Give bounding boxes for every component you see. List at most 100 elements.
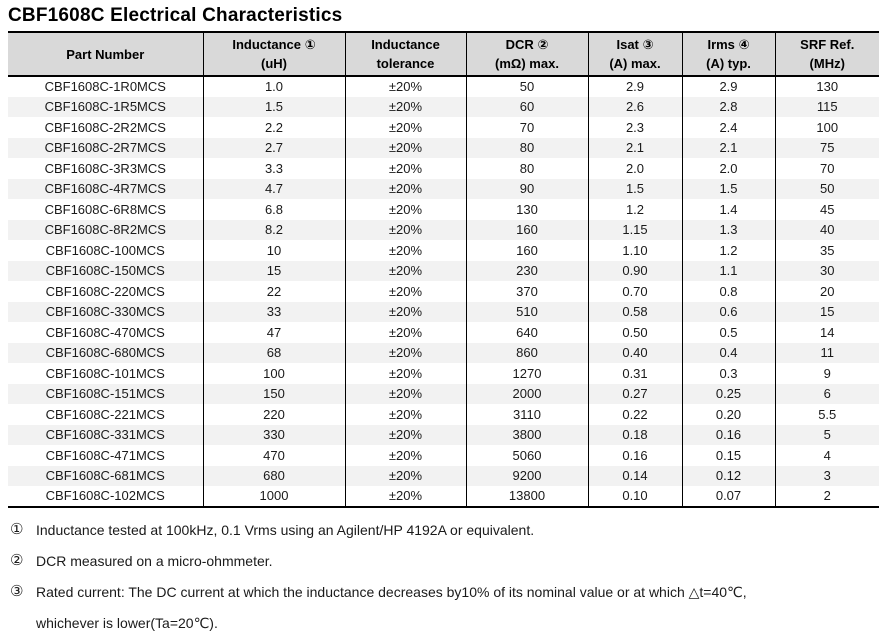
irms-cell: 1.4 (681, 199, 775, 220)
srf-cell: 115 (774, 96, 879, 117)
inductance-cell: 10 (202, 240, 345, 261)
irms-cell: 0.6 (681, 301, 775, 322)
srf-cell: 70 (774, 158, 879, 179)
tolerance-cell: ±20% (344, 240, 466, 261)
inductance-cell: 47 (202, 322, 345, 343)
table-body: CBF1608C-1R0MCS 1.0 ±20% 50 2.9 2.9 130 CBF1608… (8, 76, 879, 507)
dcr-cell: 9200 (465, 465, 588, 486)
irms-cell: 2.8 (681, 96, 775, 117)
srf-cell: 5.5 (774, 404, 879, 425)
srf-cell: 75 (774, 137, 879, 158)
part-number-cell: CBF1608C-331MCS (45, 427, 165, 443)
dcr-cell: 70 (465, 117, 588, 138)
srf-cell: 4 (774, 445, 879, 466)
irms-cell: 0.25 (681, 383, 775, 404)
part-number-cell: CBF1608C-102MCS (45, 488, 165, 504)
footnote-2-text: DCR measured on a micro-ohmmeter. (36, 552, 273, 569)
dcr-cell: 860 (465, 342, 588, 363)
dcr-cell: 80 (465, 158, 588, 179)
column-header-inductance: Inductance ① (uH) (202, 32, 345, 77)
tolerance-cell: ±20% (344, 158, 466, 179)
srf-cell: 40 (774, 219, 879, 240)
dcr-cell: 13800 (465, 486, 588, 507)
footnote-1: ① Inductance tested at 100kHz, 0.1 Vrms … (10, 521, 887, 539)
srf-cell: 45 (774, 199, 879, 220)
header-row: Part Number Inductance ① (uH) Inductance tol… (8, 32, 879, 77)
tolerance-cell: ±20% (344, 281, 466, 302)
part-number-cell: CBF1608C-6R8MCS (44, 201, 166, 217)
tolerance-cell: ±20% (344, 322, 466, 343)
table-row: CBF1608C-471MCS 470 ±20% 5060 0.16 0.15 4 (8, 445, 879, 466)
column-header-srf: SRF Ref. (MHz) (774, 32, 879, 77)
dcr-cell: 90 (465, 178, 588, 199)
irms-cell: 0.20 (681, 404, 775, 425)
dcr-cell: 230 (465, 260, 588, 281)
inductance-cell: 2.2 (202, 117, 345, 138)
inductance-cell: 33 (202, 301, 345, 322)
table-row: CBF1608C-220MCS 22 ±20% 370 0.70 0.8 20 (8, 281, 879, 302)
srf-cell: 9 (774, 363, 879, 384)
part-number-cell: CBF1608C-680MCS (45, 345, 165, 361)
srf-cell: 14 (774, 322, 879, 343)
table-row: CBF1608C-3R3MCS 3.3 ±20% 80 2.0 2.0 70 (8, 158, 879, 179)
isat-cell: 0.40 (587, 342, 682, 363)
dcr-cell: 510 (465, 301, 588, 322)
irms-cell: 0.12 (681, 465, 775, 486)
column-header-irms: Irms ④ (A) typ. (681, 32, 775, 77)
inductance-cell: 8.2 (202, 219, 345, 240)
inductance-cell: 15 (202, 260, 345, 281)
dcr-cell: 3800 (465, 424, 588, 445)
isat-cell: 1.2 (587, 199, 682, 220)
dcr-cell: 370 (465, 281, 588, 302)
part-number-cell: CBF1608C-8R2MCS (44, 222, 166, 238)
part-number-cell: CBF1608C-471MCS (45, 447, 165, 463)
srf-cell: 2 (774, 486, 879, 507)
irms-cell: 2.4 (681, 117, 775, 138)
part-number-cell: CBF1608C-2R7MCS (44, 140, 166, 156)
isat-cell: 0.14 (587, 465, 682, 486)
circled-2-marker: ② (10, 551, 24, 569)
tolerance-cell: ±20% (344, 199, 466, 220)
tolerance-cell: ±20% (344, 117, 466, 138)
isat-cell: 2.9 (587, 76, 682, 97)
tolerance-cell: ±20% (344, 219, 466, 240)
part-number-cell: CBF1608C-4R7MCS (44, 181, 166, 197)
table-row: CBF1608C-150MCS 15 ±20% 230 0.90 1.1 30 (8, 260, 879, 281)
footnote-1-text: Inductance tested at 100kHz, 0.1 Vrms us… (36, 521, 535, 538)
table-row: CBF1608C-8R2MCS 8.2 ±20% 160 1.15 1.3 40 (8, 219, 879, 240)
inductance-cell: 22 (202, 281, 345, 302)
dcr-cell: 130 (465, 199, 588, 220)
tolerance-cell: ±20% (344, 363, 466, 384)
isat-cell: 2.1 (587, 137, 682, 158)
irms-cell: 0.4 (681, 342, 775, 363)
irms-cell: 0.15 (681, 445, 775, 466)
isat-cell: 0.10 (587, 486, 682, 507)
irms-cell: 0.07 (681, 486, 775, 507)
tolerance-cell: ±20% (344, 342, 466, 363)
table-row: CBF1608C-100MCS 10 ±20% 160 1.10 1.2 35 (8, 240, 879, 261)
inductance-cell: 470 (202, 445, 345, 466)
irms-cell: 1.1 (681, 260, 775, 281)
srf-cell: 20 (774, 281, 879, 302)
inductance-cell: 330 (202, 424, 345, 445)
tolerance-cell: ±20% (344, 383, 466, 404)
tolerance-cell: ±20% (344, 137, 466, 158)
inductance-cell: 1.0 (202, 76, 345, 97)
irms-cell: 1.2 (681, 240, 775, 261)
table-row: CBF1608C-681MCS 680 ±20% 9200 0.14 0.12 3 (8, 465, 879, 486)
isat-cell: 0.18 (587, 424, 682, 445)
column-header-part-number: Part Number (8, 32, 203, 77)
part-number-cell: CBF1608C-220MCS (45, 283, 165, 299)
part-number-cell: CBF1608C-3R3MCS (44, 160, 166, 176)
irms-cell: 0.3 (681, 363, 775, 384)
irms-cell: 1.5 (681, 178, 775, 199)
irms-cell: 1.3 (681, 219, 775, 240)
dcr-cell: 160 (465, 240, 588, 261)
part-number-cell: CBF1608C-1R5MCS (44, 99, 166, 115)
footnote-3: ③ Rated current: The DC current at which… (10, 583, 887, 632)
isat-cell: 0.16 (587, 445, 682, 466)
tolerance-cell: ±20% (344, 424, 466, 445)
srf-cell: 100 (774, 117, 879, 138)
isat-cell: 0.31 (587, 363, 682, 384)
